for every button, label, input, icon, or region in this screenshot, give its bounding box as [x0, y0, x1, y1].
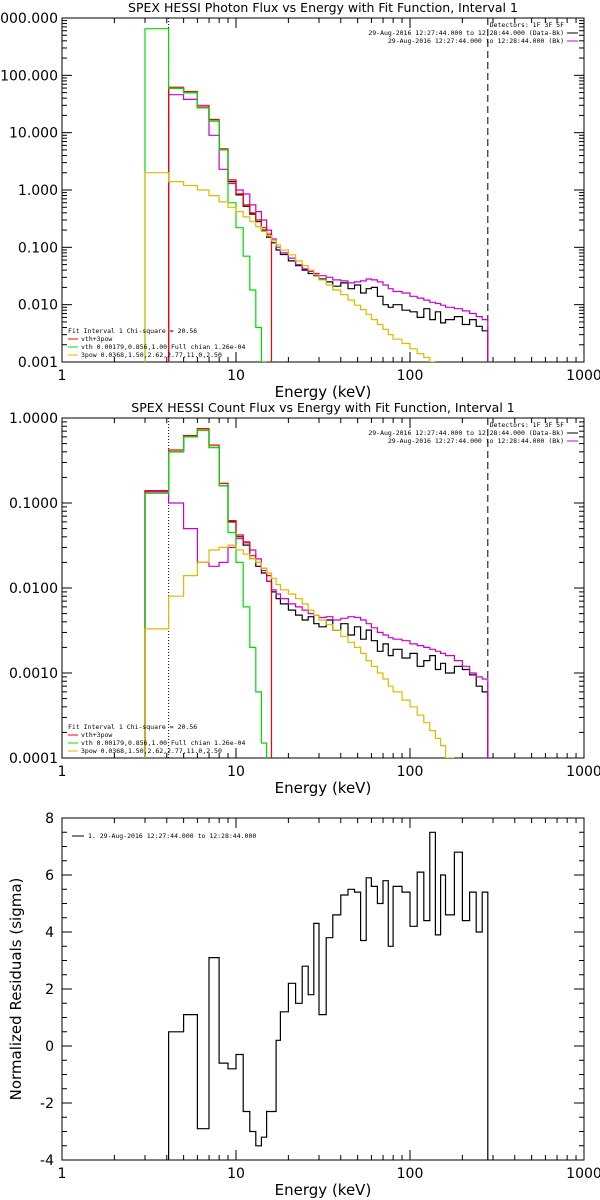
x-axis-label: Energy (keV) [275, 383, 372, 401]
series-line-vth [144, 429, 268, 758]
x-tick-label: 10 [227, 368, 245, 384]
series-line-1-29-aug-2016-12-27-44-000-to-12-28-44-000 [168, 831, 489, 1160]
plot-area [144, 428, 489, 758]
x-tick-label: 1 [58, 764, 67, 780]
y-tick-label: 0.001 [18, 355, 58, 371]
y-tick-label: 0.0001 [9, 751, 58, 767]
series-line-vth [144, 28, 267, 362]
y-tick-label: -2 [40, 1096, 54, 1112]
x-axis-label: Energy (keV) [275, 779, 372, 797]
interval-data-label: 29-Aug-2016 12:27:44.000 to 12:28:44.000… [368, 429, 564, 437]
y-tick-label: 100.000 [0, 68, 58, 84]
legend-entry: vth+3pow [81, 731, 112, 739]
y-tick-label: 0.1000 [9, 496, 58, 512]
x-tick-label: 1 [58, 368, 67, 384]
x-tick-label: 10 [227, 1166, 245, 1182]
interval-bk-label: 29-Aug-2016 12:27:44.000 to 12:28:44.000… [388, 37, 564, 45]
y-tick-label: 0.0100 [9, 581, 58, 597]
chart-title: SPEX HESSI Photon Flux vs Energy with Fi… [128, 0, 518, 15]
y-tick-label: 1.000 [18, 183, 58, 199]
y-tick-label: 8 [45, 811, 54, 827]
x-tick-label: 1000 [566, 1166, 600, 1182]
x-tick-label: 100 [397, 1166, 424, 1182]
x-tick-label: 100 [397, 764, 424, 780]
detectors-label: Detectors: 1F 3F 5F [490, 421, 564, 429]
plot-frame [61, 417, 585, 759]
plot-area [144, 28, 489, 362]
x-axis-label: Energy (keV) [275, 1181, 372, 1199]
x-tick-label: 1 [58, 1166, 67, 1182]
y-tick-label: 10.000 [9, 126, 58, 142]
chart-panel-1: SPEX HESSI Photon Flux vs Energy with Fi… [0, 0, 600, 401]
x-tick-label: 100 [397, 368, 424, 384]
interval-bk-label: 29-Aug-2016 12:27:44.000 to 12:28:44.000… [388, 437, 564, 445]
legend-entry: 1. 29-Aug-2016 12:27:44.000 to 12:28:44.… [88, 832, 256, 840]
x-tick-label: 1000 [566, 764, 600, 780]
y-axis-label: Normalized Residuals (sigma) [7, 878, 25, 1101]
chart-panel-3: 1 10 100 1000 Energy (keV) -4 -2 0 2 4 6 8 Normalize… [7, 811, 600, 1199]
fit-legend-header: Fit Interval 1 Chi-square = 20.56 [68, 327, 197, 335]
legend-entry: vth+3pow [81, 335, 112, 343]
series-line-data-bk [144, 429, 489, 758]
y-tick-label: 0.0010 [9, 666, 58, 682]
series-line-data-bk [168, 87, 489, 362]
y-tick-label: 2 [45, 982, 54, 998]
plot-frame [61, 17, 585, 363]
legend-entry: 3pow 0.0368,1.50,2.62,2.77,11.0,2.50 [81, 747, 222, 755]
series-line-bk [144, 491, 489, 758]
x-tick-label: 1000 [566, 368, 600, 384]
x-tick-label: 10 [227, 764, 245, 780]
y-tick-label: 1.0000 [9, 411, 58, 427]
y-tick-label: 1000.000 [0, 11, 58, 27]
interval-data-label: 29-Aug-2016 12:27:44.000 to 12:28:44.000… [368, 29, 564, 37]
y-tick-label: -4 [40, 1153, 54, 1169]
y-tick-label: 6 [45, 868, 54, 884]
legend-entry: vth 0.00179,0.856,1.00 Full chian 1.26e-… [81, 343, 245, 351]
series-line-3pow [144, 544, 455, 758]
y-tick-label: 0 [45, 1039, 54, 1055]
legend-entry: vth 0.00179,0.856,1.00 Full chian 1.26e-… [81, 739, 245, 747]
plot-area [168, 831, 489, 1160]
detectors-label: Detectors: 1F 3F 5F [490, 21, 564, 29]
legend-entry: 3pow 0.0368,1.50,2.62,2.77,11.0,2.50 [81, 351, 222, 359]
series-line-3pow [144, 172, 436, 362]
chart-panel-2: SPEX HESSI Count Flux vs Energy with Fit… [9, 400, 600, 797]
chart-title: SPEX HESSI Count Flux vs Energy with Fit… [131, 400, 514, 415]
series-line-vth-3pow [144, 428, 273, 758]
y-tick-label: 4 [45, 925, 54, 941]
series-line-bk [168, 94, 489, 362]
fit-legend-header: Fit Interval 1 Chi-square = 20.56 [68, 723, 197, 731]
y-tick-label: 0.010 [18, 298, 58, 314]
plot-frame [61, 817, 585, 1161]
y-tick-label: 0.100 [18, 240, 58, 256]
